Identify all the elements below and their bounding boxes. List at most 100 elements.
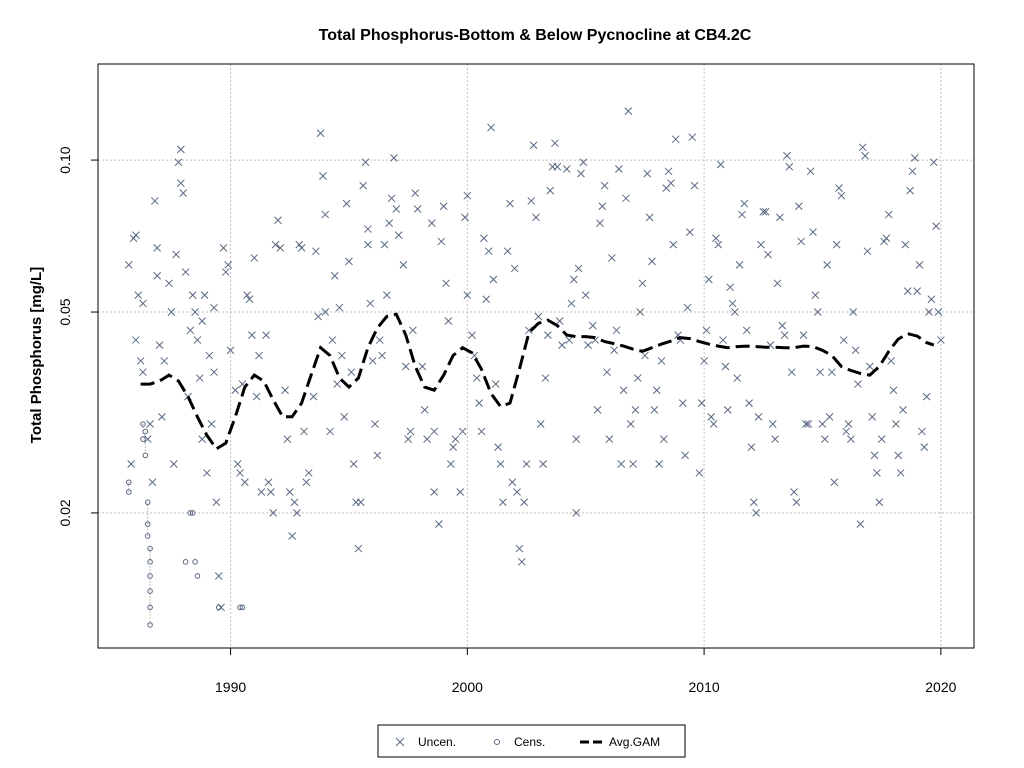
data-point-uncen (754, 412, 763, 421)
data-point-uncen (517, 557, 526, 566)
data-point-uncen (335, 303, 344, 312)
data-point-uncen (747, 443, 756, 451)
data-point-uncen (240, 478, 249, 487)
data-point-uncen (413, 205, 422, 213)
data-point-uncen (427, 219, 436, 228)
data-point-uncen (285, 488, 294, 496)
legend: Uncen. Cens. Avg.GAM (377, 724, 686, 758)
data-point-cens (140, 436, 146, 442)
data-point-uncen (179, 189, 188, 197)
data-point-cens (147, 604, 153, 611)
data-point-uncen (543, 331, 552, 339)
data-point-uncen (894, 451, 903, 460)
data-point-uncen (915, 261, 924, 269)
data-point-uncen (906, 186, 914, 195)
data-point-uncen (638, 279, 647, 288)
data-point-uncen (629, 460, 637, 468)
data-point-uncen (809, 228, 817, 236)
data-point-uncen (858, 143, 867, 152)
data-point-uncen (797, 237, 806, 246)
data-point-uncen (406, 427, 415, 436)
data-point-cens (239, 604, 246, 611)
data-point-uncen (385, 219, 394, 228)
data-point-uncen (837, 191, 846, 200)
data-point-uncen (387, 194, 396, 203)
data-point-uncen (146, 420, 154, 428)
data-point-uncen (375, 336, 384, 344)
data-point-uncen (816, 368, 824, 377)
data-point-uncen (255, 351, 263, 360)
data-point-cens (144, 533, 151, 539)
data-point-uncen (745, 399, 753, 407)
data-point-cens (187, 510, 194, 516)
data-point-uncen (472, 374, 481, 382)
data-point-uncen (124, 261, 133, 269)
data-point-uncen (553, 162, 562, 171)
data-point-uncen (811, 291, 820, 300)
data-point-uncen (764, 250, 772, 259)
data-point-uncen (210, 303, 218, 312)
data-point-uncen (288, 532, 296, 540)
data-point-uncen (884, 210, 893, 219)
data-point-uncen (631, 406, 640, 414)
data-point-cens (142, 452, 149, 459)
data-point-uncen (515, 544, 524, 553)
data-point-uncen (527, 197, 536, 205)
data-point-uncen (150, 197, 159, 205)
data-point-uncen (271, 240, 280, 249)
data-point-uncen (667, 179, 675, 188)
data-point-uncen (160, 357, 169, 365)
data-point-uncen (652, 386, 661, 395)
data-point-uncen (619, 386, 628, 395)
y-axis-label: Total Phosphorus [mg/L] (28, 267, 45, 443)
data-point-uncen (143, 435, 152, 444)
data-point-uncen (345, 257, 353, 266)
x-axis: 1990 2000 2010 2020 (215, 647, 957, 695)
data-point-uncen (581, 291, 590, 300)
data-point-uncen (449, 443, 457, 451)
data-point-uncen (731, 308, 739, 316)
data-point-uncen (231, 386, 240, 395)
data-point-uncen (302, 478, 311, 487)
data-point-uncen (522, 460, 531, 468)
data-point-uncen (210, 368, 218, 377)
data-point-uncen (499, 498, 507, 507)
data-point-uncen (354, 544, 363, 553)
data-point-uncen (276, 244, 285, 252)
data-point-uncen (626, 420, 635, 428)
data-point-uncen (283, 435, 292, 444)
data-point-uncen (326, 427, 334, 436)
data-point-uncen (536, 420, 545, 428)
x-tick-label: 1990 (215, 679, 246, 695)
data-point-uncen (813, 308, 822, 316)
data-point-uncen (541, 374, 550, 382)
y-axis: 0.02 0.05 0.10 (57, 146, 99, 527)
data-point-uncen (328, 336, 337, 344)
data-point-uncen (382, 291, 391, 300)
data-point-uncen (712, 234, 720, 243)
data-point-uncen (195, 374, 204, 382)
data-point-uncen (622, 194, 630, 203)
data-point-uncen (139, 368, 147, 377)
data-point-uncen (624, 107, 633, 116)
data-point-uncen (776, 213, 784, 222)
data-point-uncen (193, 336, 202, 344)
data-point-uncen (214, 572, 223, 580)
data-point-uncen (835, 184, 843, 192)
data-point-uncen (806, 167, 815, 176)
data-point-uncen (761, 207, 770, 216)
data-point-uncen (929, 158, 938, 167)
data-point-uncen (233, 460, 242, 468)
x-tick-label: 2000 (452, 679, 483, 695)
data-point-uncen (186, 326, 195, 335)
data-point-uncen (757, 240, 765, 249)
data-point-uncen (742, 326, 751, 335)
data-point-uncen (468, 331, 476, 339)
data-point-uncen (392, 205, 401, 213)
data-point-uncen (570, 275, 578, 284)
data-point-uncen (716, 160, 725, 169)
data-point-uncen (158, 412, 166, 421)
data-point-uncen (463, 191, 472, 200)
data-point-uncen (922, 392, 931, 401)
data-point-uncen (574, 264, 583, 273)
